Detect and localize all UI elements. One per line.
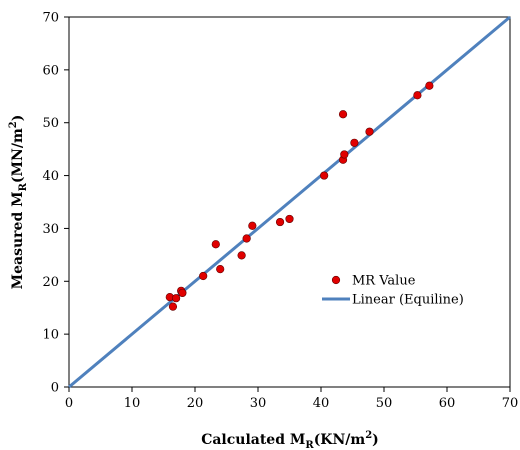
mr-value-point: [168, 302, 178, 311]
mr-value-point: [216, 265, 225, 274]
x-tick-label: 60: [439, 396, 456, 411]
chart-legend: MR Value Linear (Equiline): [322, 274, 464, 308]
legend-label: MR Value: [352, 274, 416, 289]
x-axis-label-sub: R: [305, 440, 314, 450]
chart-series: [68, 15, 511, 389]
mr-value-point: [275, 217, 285, 227]
x-tick-label: 30: [250, 396, 267, 411]
x-axis-label: Calculated MR(KN/m2): [201, 430, 379, 450]
y-axis-ticks: 0 10 20 30 40 50 60 70: [42, 11, 69, 396]
x-tick-label: 50: [376, 396, 393, 411]
mr-value-point: [172, 294, 181, 303]
y-tick-label: 50: [42, 116, 59, 131]
legend-marker-mr-value: [331, 275, 341, 285]
mr-value-point: [285, 214, 294, 224]
mr-value-point: [365, 127, 374, 136]
equiline-series-line: [68, 15, 511, 389]
x-axis-label-unit: (KN/m: [314, 432, 366, 448]
x-tick-label: 0: [65, 396, 73, 411]
mr-value-point: [178, 288, 187, 298]
y-tick-label: 10: [42, 328, 59, 343]
mr-value-point: [320, 171, 329, 180]
chart-axes: [68, 16, 511, 388]
y-tick-label: 30: [42, 222, 59, 237]
mr-value-point: [350, 138, 359, 147]
y-tick-label: 60: [42, 63, 59, 78]
x-tick-label: 10: [124, 396, 141, 411]
mr-value-point: [211, 240, 220, 249]
y-axis-label-main: Measured M: [10, 191, 26, 289]
mr-value-point: [413, 91, 422, 100]
y-tick-label: 70: [42, 11, 59, 26]
mr-value-point: [237, 251, 246, 260]
x-axis-ticks: 0 10 20 30 40 50 60 70: [65, 387, 518, 411]
x-axis-label-sup: 2: [365, 430, 372, 441]
mr-value-point: [425, 81, 434, 90]
y-axis-label: Measured MR(MN/m2): [8, 115, 29, 290]
mr-value-point: [242, 234, 251, 243]
y-tick-label: 20: [42, 275, 59, 290]
x-axis-label-main: Calculated M: [201, 432, 305, 448]
y-axis-label-unit: (MN/m: [10, 128, 26, 183]
mr-value-point: [340, 150, 349, 159]
y-axis-label-sup: 2: [8, 121, 19, 128]
legend-label: Linear (Equiline): [352, 293, 464, 308]
y-axis-label-sub: R: [18, 182, 29, 191]
x-tick-label: 70: [502, 396, 519, 411]
y-axis-label-close: ): [10, 115, 26, 122]
x-axis-label-close: ): [372, 432, 379, 448]
x-tick-label: 20: [187, 396, 204, 411]
plot-area-frame: [68, 16, 511, 388]
y-tick-label: 0: [51, 381, 59, 396]
y-tick-label: 40: [42, 169, 59, 184]
mr-value-point: [248, 221, 257, 230]
mr-value-point: [338, 110, 348, 119]
x-tick-label: 40: [313, 396, 330, 411]
mr-value-point: [199, 271, 208, 281]
